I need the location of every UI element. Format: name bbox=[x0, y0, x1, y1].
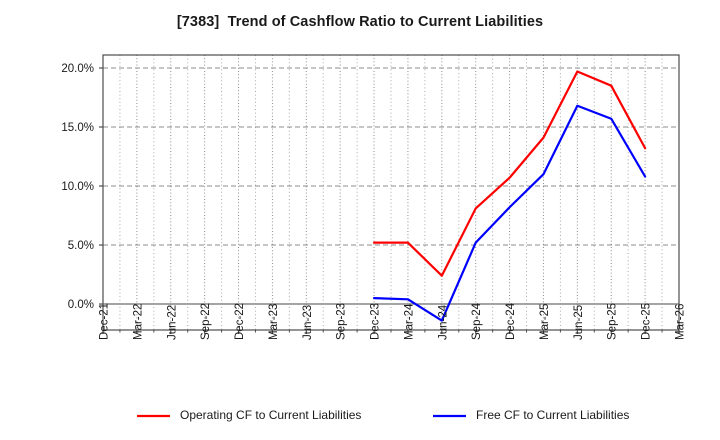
legend-label: Free CF to Current Liabilities bbox=[476, 408, 629, 422]
x-axis-tick-label: Dec-23 bbox=[370, 303, 382, 340]
x-axis-tick-label: Sep-22 bbox=[200, 303, 212, 340]
x-axis-tick-label: Sep-23 bbox=[336, 303, 348, 340]
y-axis-tick-label: 20.0% bbox=[61, 63, 94, 75]
x-axis-tick-label: Dec-22 bbox=[234, 303, 246, 340]
x-axis-tick-label: Jun-22 bbox=[166, 305, 178, 340]
data-series-lines bbox=[372, 70, 647, 322]
plot-border bbox=[102, 54, 680, 331]
x-axis-tick-label: Mar-24 bbox=[403, 303, 415, 340]
x-axis-tick-label: Mar-26 bbox=[675, 304, 687, 340]
chart-title: [7383] Trend of Cashflow Ratio to Curren… bbox=[176, 14, 544, 30]
x-axis-tick-label: Sep-25 bbox=[607, 303, 619, 340]
x-axis-tick-label: Dec-25 bbox=[641, 303, 653, 340]
x-axis-tick-label: Dec-24 bbox=[505, 302, 517, 340]
x-axis-tick-label: Dec-21 bbox=[99, 303, 111, 340]
horizontal-gridlines bbox=[103, 67, 679, 305]
x-axis-labels: Dec-21 Mar-22 Jun-22 Sep-22 Dec-22 Mar-23 Jun-… bbox=[99, 302, 687, 340]
series-line bbox=[372, 70, 647, 277]
y-axis-ticks bbox=[99, 67, 103, 305]
x-axis-tick-label: Jun-25 bbox=[573, 305, 585, 340]
x-axis-tick-label: Jun-23 bbox=[302, 305, 314, 340]
legend-label: Operating CF to Current Liabilities bbox=[180, 408, 361, 422]
y-axis-tick-label: 10.0% bbox=[61, 181, 94, 193]
x-axis-tick-label: Mar-23 bbox=[268, 304, 280, 340]
y-axis-tick-label: 5.0% bbox=[68, 240, 94, 252]
y-axis-tick-label: 15.0% bbox=[61, 122, 94, 134]
x-axis-tick-label: Jun-24 bbox=[437, 304, 449, 340]
x-axis-tick-label: Mar-25 bbox=[539, 304, 551, 340]
y-axis-labels: 0.0% 5.0% 10.0% 15.0% 20.0% bbox=[61, 63, 94, 311]
series-line bbox=[372, 104, 647, 322]
x-axis-tick-label: Mar-22 bbox=[132, 304, 144, 340]
x-axis-tick-label: Sep-24 bbox=[471, 302, 483, 340]
chart-legend: Operating CF to Current Liabilities Free … bbox=[137, 408, 629, 422]
y-axis-tick-label: 0.0% bbox=[68, 299, 94, 311]
axis-frame bbox=[102, 54, 680, 331]
